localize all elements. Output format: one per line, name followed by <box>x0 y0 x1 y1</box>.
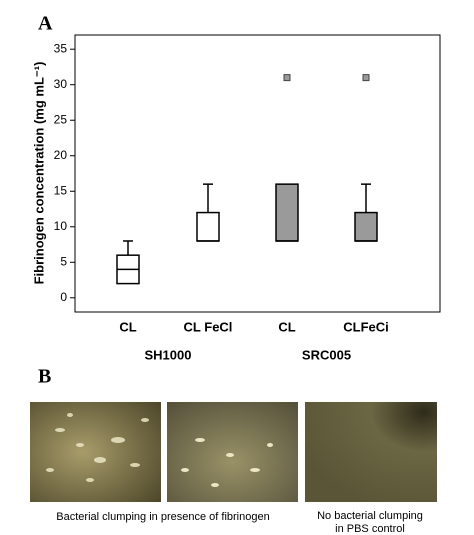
box <box>275 183 299 242</box>
x-tick-label: CL FeCl <box>184 319 233 334</box>
y-axis-label: Fibrinogen concentration (mg mL⁻¹) <box>31 62 46 285</box>
y-tick-label: 10 <box>54 219 68 233</box>
clumps <box>181 438 273 487</box>
outlier <box>362 74 370 82</box>
outlier <box>283 74 291 82</box>
photo <box>305 402 437 502</box>
group-label: SH1000 <box>145 347 192 362</box>
y-tick-label: 20 <box>54 148 68 162</box>
plot-frame <box>74 34 441 313</box>
panel-label: B <box>38 366 51 388</box>
y-tick-label: 0 <box>60 290 67 304</box>
x-tick-label: CL <box>119 319 136 334</box>
photo-caption: in PBS control <box>335 523 405 535</box>
box <box>196 211 220 242</box>
y-tick-label: 35 <box>54 41 68 55</box>
y-tick-label: 25 <box>54 112 68 126</box>
photo-caption: Bacterial clumping in presence of fibrin… <box>56 511 269 523</box>
group-label: SRC005 <box>302 347 351 362</box>
photo <box>30 402 161 502</box>
y-tick-label: 15 <box>54 183 68 197</box>
photo-caption: No bacterial clumping <box>317 510 423 522</box>
x-tick-label: CL <box>278 319 295 334</box>
panel-label: A <box>38 13 53 35</box>
y-tick-label: 30 <box>54 77 68 91</box>
photo <box>167 402 298 502</box>
y-tick-label: 5 <box>60 254 67 268</box>
x-tick-label: CLFeCi <box>343 319 389 334</box>
box <box>354 211 378 242</box>
